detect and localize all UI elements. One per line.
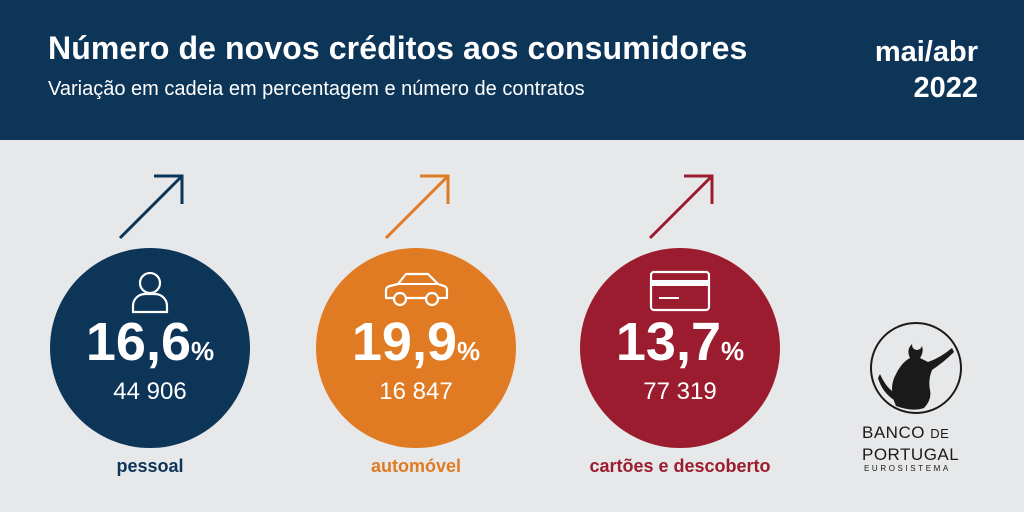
stat-automovel: 19,9% 16 847 automóvel [316,160,526,490]
percent-value: 19,9% [351,312,481,372]
banco-de-portugal-logo: BANCO DE PORTUGAL EUROSISTEMA [850,318,990,488]
trend-up-arrow-icon [384,174,450,240]
period-label: mai/abr 2022 [875,34,978,106]
category-label: cartões e descoberto [589,456,771,476]
page-subtitle: Variação em cadeia em percentagem e núme… [48,78,585,100]
eurosistema-label: EUROSISTEMA [864,464,951,473]
percent-value: 16,6% [85,312,215,372]
emblem-icon [870,322,962,414]
contracts-count: 16 847 [379,378,453,405]
page-title: Número de novos créditos aos consumidore… [48,30,748,66]
period-year: 2022 [913,72,978,104]
contracts-count: 44 906 [113,378,187,405]
category-label: pessoal [116,456,184,476]
trend-up-arrow-icon [648,174,714,240]
trend-up-arrow-icon [118,174,184,240]
header-banner: Número de novos créditos aos consumidore… [0,0,1024,140]
stat-pessoal: 16,6% 44 906 pessoal [50,160,260,490]
car-icon [384,272,449,307]
stat-cartoes: 13,7% 77 319 cartões e descoberto [580,160,790,490]
credit-card-icon [649,270,711,312]
contracts-count: 77 319 [643,378,717,405]
percent-value: 13,7% [615,312,745,372]
category-label: automóvel [370,456,462,476]
stat-circle: 16,6% 44 906 [50,248,250,448]
stat-circle: 19,9% 16 847 [316,248,516,448]
person-icon [131,271,169,314]
period-months: mai/abr [874,36,978,68]
stat-circle: 13,7% 77 319 [580,248,780,448]
bank-name: BANCO DE PORTUGAL [862,423,960,464]
